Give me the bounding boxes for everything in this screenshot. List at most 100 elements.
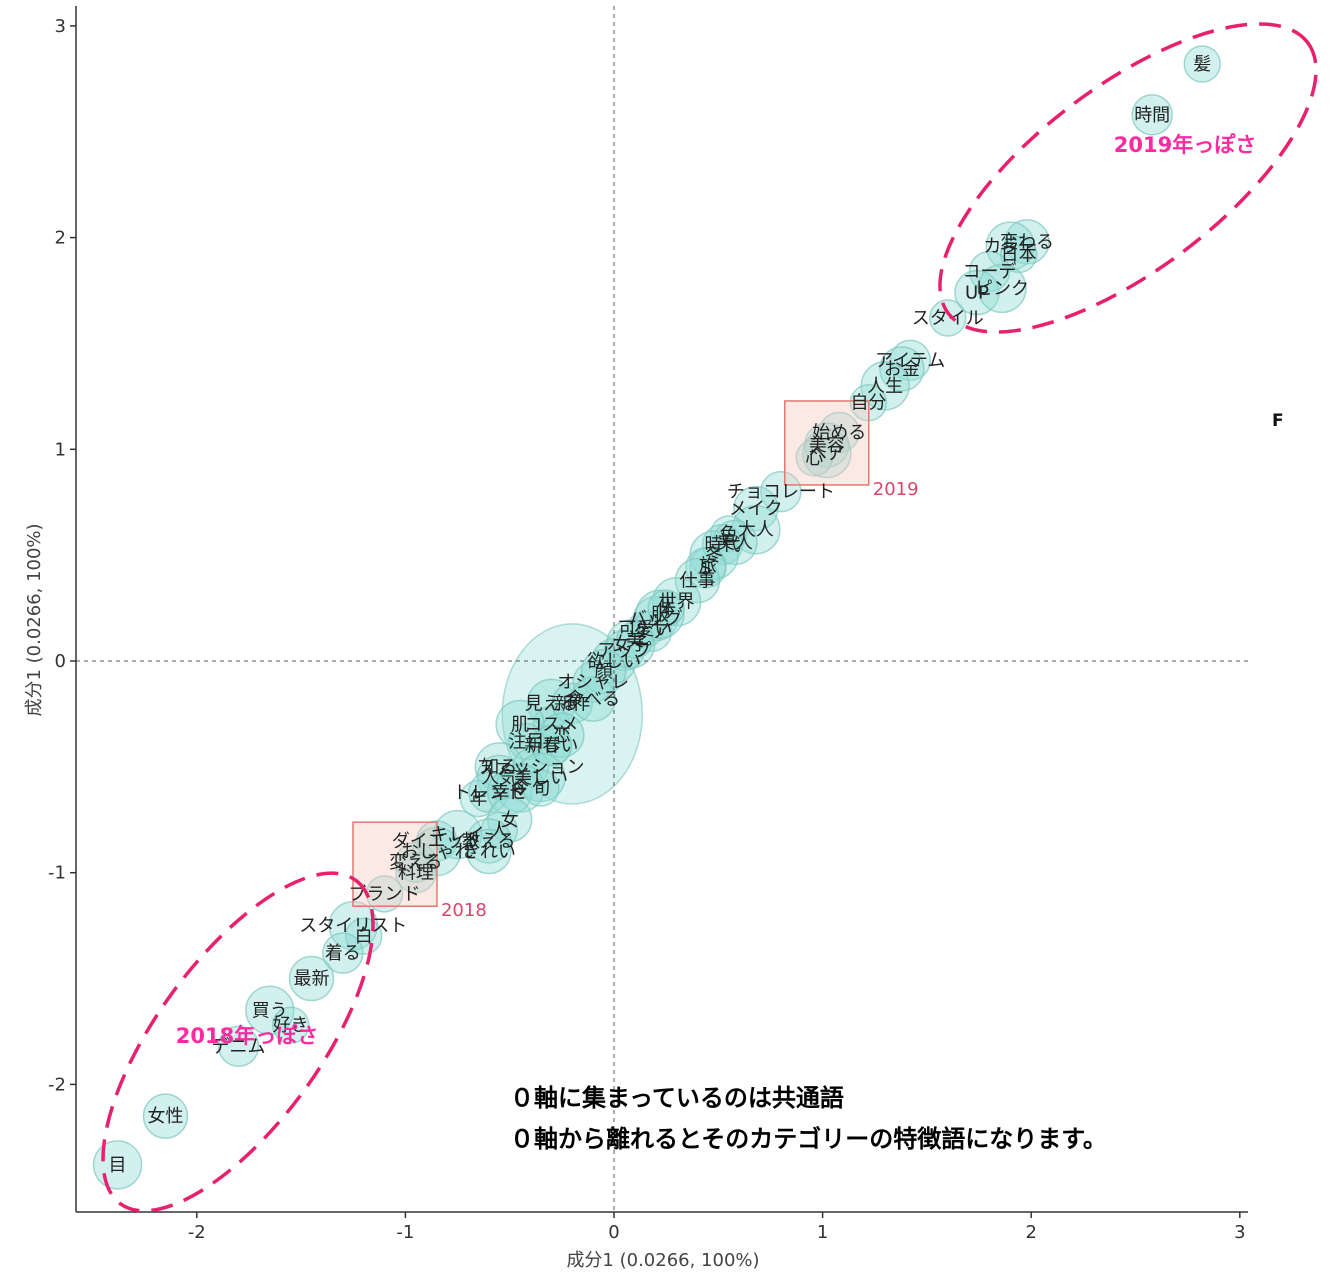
word-label: 着る xyxy=(325,943,361,964)
word-bubble xyxy=(526,678,577,729)
region-2019-annotation: 2019年っぽさ xyxy=(938,22,1318,334)
word-label: 幸せ xyxy=(492,782,528,803)
word-label: 美しい xyxy=(514,767,568,788)
word-label: 心 xyxy=(805,448,823,469)
word-label: 新作 xyxy=(554,693,590,714)
y-tick-label: 0 xyxy=(55,651,66,672)
word-bubble xyxy=(495,763,545,813)
word-label: 人気 xyxy=(481,767,517,788)
word-bubble xyxy=(685,547,727,589)
region-2019-label: 2019年っぽさ xyxy=(1114,133,1256,157)
word-label: 料理 xyxy=(398,863,434,884)
word-label: 恋 xyxy=(553,724,571,746)
word-label: 女子 xyxy=(613,634,649,655)
word-label: 時代 xyxy=(704,535,740,556)
word-bubble xyxy=(954,269,1000,316)
word-label: ダイエット xyxy=(392,831,482,852)
word-label: バッグ xyxy=(629,609,683,630)
word-label: 人生 xyxy=(867,376,903,397)
word-bubble xyxy=(322,932,364,974)
x-axis-title: 成分1 (0.0266, 100%) xyxy=(566,1250,759,1271)
y-tick-label: 3 xyxy=(55,16,66,37)
word-label: 体 xyxy=(657,598,675,619)
word-label: チョコレート xyxy=(727,482,835,503)
word-label: 美容 xyxy=(809,435,845,456)
word-label: 変わる xyxy=(1000,232,1054,253)
word-bubble xyxy=(530,724,573,767)
word-label: ファッション xyxy=(477,757,585,778)
word-bubble xyxy=(795,439,834,477)
word-label: 自分 xyxy=(850,393,886,414)
x-tick-label: 1 xyxy=(817,1222,828,1243)
axes: -2 -1 0 1 2 3 -2 -1 0 1 2 3 xyxy=(48,6,1248,1243)
word-label: 服 xyxy=(651,604,669,625)
y-axis-title: 成分1 (0.0266, 100%) xyxy=(24,523,45,716)
word-label: 最新 xyxy=(294,969,330,990)
word-bubble xyxy=(288,955,335,1002)
word-label: 食べる xyxy=(566,689,620,710)
word-label: トレンド xyxy=(453,782,525,803)
x-tick-label: 2 xyxy=(1025,1222,1036,1243)
word-bubble xyxy=(395,851,437,894)
word-bubble xyxy=(632,595,679,642)
word-label: カラー xyxy=(983,236,1037,257)
category-label: 2018 xyxy=(441,900,487,921)
word-label: 教える xyxy=(462,831,515,852)
word-bubble xyxy=(802,428,852,479)
y-tick-label: 2 xyxy=(55,228,66,249)
word-label: 可愛い xyxy=(618,619,672,640)
word-label: ブランド xyxy=(349,883,421,905)
word-label: お金 xyxy=(884,359,920,380)
word-label: 人 xyxy=(490,820,508,841)
word-bubble xyxy=(760,470,802,513)
stray-letter: F xyxy=(1272,411,1284,431)
word-label: 色 xyxy=(720,524,738,545)
x-tick-label: -2 xyxy=(188,1222,206,1243)
word-label: 顔 xyxy=(595,662,613,683)
word-label: 好き xyxy=(273,1015,309,1036)
note-line-2: ０軸から離れるとそのカテゴリーの特徴語になります。 xyxy=(510,1125,1107,1153)
word-bubble xyxy=(466,828,512,875)
reference-lines xyxy=(76,6,1248,1212)
word-bubble xyxy=(647,589,685,627)
word-label: 女性 xyxy=(148,1106,184,1127)
word-bubble xyxy=(570,676,616,722)
word-label: 注目 xyxy=(508,731,544,752)
word-bubble xyxy=(1183,45,1222,83)
word-label: オシャレ xyxy=(557,672,629,693)
word-label: 仕事 xyxy=(679,571,715,592)
word-bubble xyxy=(731,504,781,555)
word-label: 日本 xyxy=(1001,245,1037,266)
word-bubble xyxy=(889,339,931,382)
word-label: メイク xyxy=(729,499,783,520)
word-bubble xyxy=(572,661,614,703)
region-2019-ellipse xyxy=(938,22,1318,334)
word-bubble xyxy=(1131,94,1173,136)
word-label: 始める xyxy=(812,422,866,443)
y-tick-label: 1 xyxy=(55,439,66,460)
word-bubble xyxy=(977,263,1027,314)
word-bubble xyxy=(245,985,295,1036)
region-2018-ellipse xyxy=(101,871,375,1213)
word-label: 美人 xyxy=(717,532,753,553)
region-2018-label: 2018年っぽさ xyxy=(176,1024,318,1048)
word-bubble xyxy=(522,769,560,807)
word-bubble xyxy=(142,1093,189,1139)
region-2018-annotation: 2018年っぽさ xyxy=(101,871,375,1213)
word-label: 時間 xyxy=(1134,105,1170,126)
word-label: 見える xyxy=(525,693,578,714)
word-bubble xyxy=(474,742,525,792)
word-label: 白 xyxy=(355,926,373,947)
word-label: アップ xyxy=(597,640,651,661)
word-bubble xyxy=(929,299,967,337)
note-line-1: ０軸に集まっているのは共通語 xyxy=(510,1084,844,1112)
category-label: 2019 xyxy=(873,479,919,500)
word-label: 冬 xyxy=(705,545,723,566)
word-label: コーデ xyxy=(962,261,1016,282)
category-box xyxy=(784,400,870,486)
word-bubble xyxy=(674,557,721,604)
word-label: 旅 xyxy=(699,556,717,577)
word-bubble xyxy=(271,1006,310,1044)
word-label: アイテム xyxy=(875,350,945,371)
